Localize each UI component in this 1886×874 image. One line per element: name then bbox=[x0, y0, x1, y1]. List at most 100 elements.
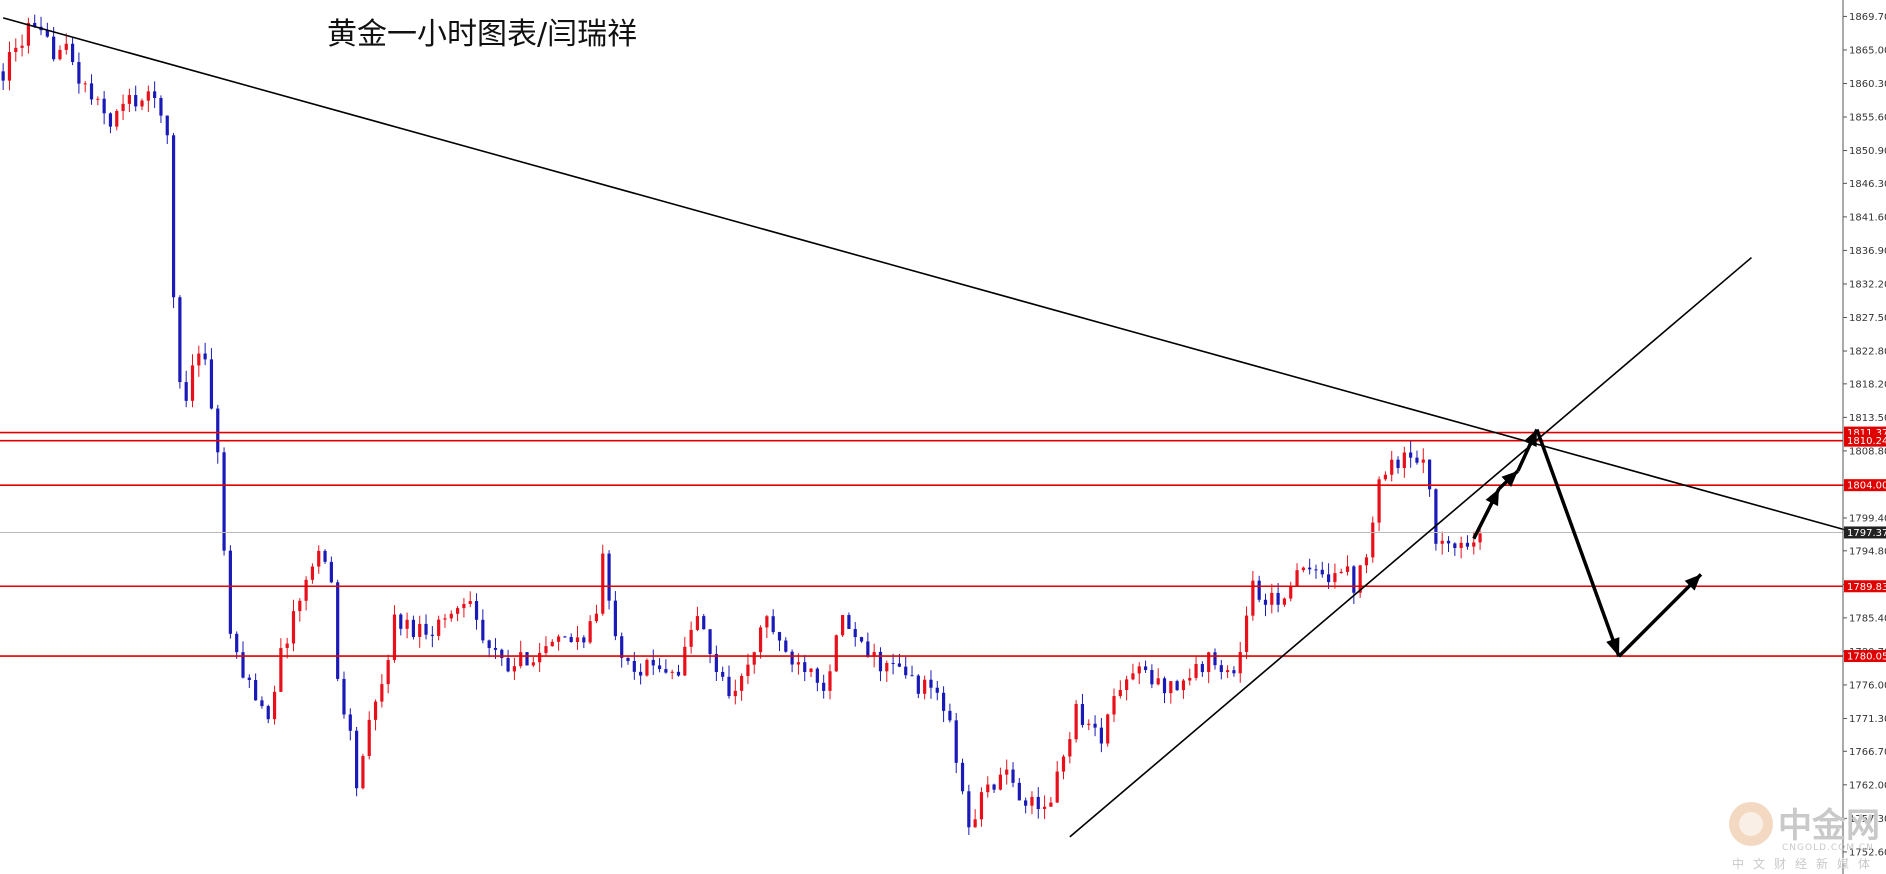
candle-body bbox=[777, 632, 782, 641]
candle-body bbox=[20, 45, 24, 48]
candle-body bbox=[178, 297, 182, 383]
watermark-site: CNGOLD.COM.CN bbox=[1782, 843, 1874, 853]
candle-body bbox=[222, 452, 226, 551]
watermark: 中金网 CNGOLD.COM.CN 中文财经新媒体 bbox=[1729, 802, 1880, 871]
price-level-tag-label: 1804.00 bbox=[1847, 481, 1886, 492]
candle-body bbox=[26, 22, 31, 46]
candle-body bbox=[140, 100, 144, 107]
candle-body bbox=[1017, 782, 1021, 801]
candle-body bbox=[1371, 522, 1375, 558]
candle-body bbox=[626, 657, 630, 662]
candle-body bbox=[285, 643, 289, 648]
candle-body bbox=[1093, 723, 1097, 728]
price-level-tag-label: 1789.83 bbox=[1847, 582, 1886, 593]
candle-body bbox=[803, 662, 807, 672]
candle-body bbox=[1377, 479, 1381, 523]
price-axis-label: 1846.30 bbox=[1849, 179, 1886, 190]
candle-body bbox=[588, 621, 592, 643]
candle-body bbox=[1213, 652, 1217, 666]
candle-body bbox=[367, 719, 371, 757]
projection-arrow-shaft bbox=[1535, 428, 1621, 657]
candle-body bbox=[89, 83, 94, 100]
candle-body bbox=[519, 652, 523, 667]
candle-body bbox=[1339, 571, 1343, 574]
candle-body bbox=[941, 692, 946, 711]
candle-body bbox=[986, 784, 990, 793]
candle-body bbox=[721, 671, 725, 677]
projection-arrow-head bbox=[1684, 574, 1701, 591]
candle-body bbox=[1074, 704, 1078, 740]
current-price-tag-label: 1797.37 bbox=[1847, 528, 1886, 539]
candle-body bbox=[1409, 452, 1413, 458]
candle-body bbox=[203, 353, 207, 360]
candle-body bbox=[190, 365, 195, 401]
candle-body bbox=[58, 49, 62, 60]
candle-body bbox=[430, 634, 434, 636]
price-axis-label: 1869.70 bbox=[1849, 12, 1886, 23]
price-axis-label: 1813.50 bbox=[1849, 413, 1886, 424]
candle-body bbox=[1156, 678, 1160, 685]
candle-body bbox=[108, 113, 113, 127]
price-axis-label: 1827.50 bbox=[1849, 313, 1886, 324]
candle-body bbox=[809, 668, 813, 672]
candle-body bbox=[601, 553, 605, 614]
candle-body bbox=[1453, 543, 1457, 549]
candle-body bbox=[455, 608, 460, 614]
price-axis-label: 1757.30 bbox=[1849, 814, 1886, 825]
projection-arrow-head bbox=[1501, 470, 1518, 487]
candle-body bbox=[52, 36, 56, 60]
price-level-tag-label: 1811.37 bbox=[1847, 428, 1886, 439]
candle-body bbox=[1112, 696, 1116, 715]
price-axis-label: 1808.80 bbox=[1849, 446, 1886, 457]
candle-body bbox=[979, 792, 984, 820]
candle-body bbox=[70, 43, 75, 63]
candle-body bbox=[1289, 586, 1293, 599]
candle-body bbox=[878, 651, 883, 672]
candle-body bbox=[102, 98, 106, 114]
trendlines bbox=[2, 17, 1847, 838]
candle-body bbox=[796, 662, 801, 665]
candle-body bbox=[241, 652, 245, 678]
candle-body bbox=[260, 700, 264, 707]
candle-body bbox=[474, 601, 479, 620]
candle-body bbox=[1055, 771, 1059, 803]
candle-body bbox=[228, 550, 232, 634]
candle-body bbox=[279, 647, 283, 692]
candle-body bbox=[146, 91, 150, 101]
candle-body bbox=[1226, 670, 1230, 673]
candle-body bbox=[310, 566, 315, 580]
candle-body bbox=[733, 690, 737, 697]
candle-body bbox=[563, 636, 567, 638]
candle-body bbox=[1106, 714, 1110, 744]
candle-body bbox=[45, 30, 49, 37]
candle-body bbox=[866, 641, 870, 657]
candle-body bbox=[1352, 566, 1356, 593]
chart-title: 黄金一小时图表/闫瑞祥 bbox=[327, 17, 637, 52]
candle-body bbox=[740, 675, 744, 691]
candle-body bbox=[1244, 615, 1249, 652]
candle-body bbox=[841, 615, 845, 636]
candle-body bbox=[639, 671, 643, 676]
projection-arrows bbox=[1472, 428, 1703, 658]
watermark-name: 中金网 bbox=[1778, 806, 1880, 846]
candle-body bbox=[714, 653, 718, 672]
candle-body bbox=[765, 616, 769, 628]
candle-body bbox=[1181, 680, 1186, 691]
price-axis-label: 1771.30 bbox=[1849, 714, 1886, 725]
candle-body bbox=[1396, 459, 1400, 468]
candle-body bbox=[500, 649, 504, 658]
projection-arrow-shaft bbox=[1617, 573, 1703, 658]
candle-body bbox=[651, 659, 655, 666]
candle-body bbox=[556, 636, 561, 642]
candle-body bbox=[165, 115, 169, 136]
price-axis-label: 1865.00 bbox=[1849, 45, 1886, 56]
candle-body bbox=[1162, 678, 1167, 694]
candle-body bbox=[209, 359, 214, 409]
candle-body bbox=[418, 623, 422, 637]
candle-body bbox=[822, 682, 826, 691]
candle-body bbox=[392, 614, 397, 661]
projection-arrow-head bbox=[1523, 429, 1537, 447]
price-axis-label: 1832.20 bbox=[1849, 279, 1886, 290]
candle-body bbox=[689, 629, 693, 647]
